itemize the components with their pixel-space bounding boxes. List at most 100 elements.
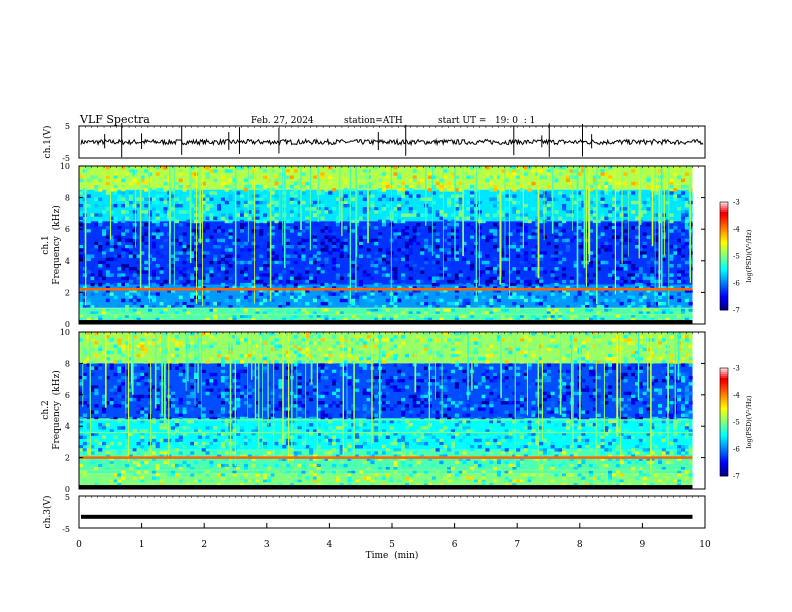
spectrogram-cell <box>600 232 605 236</box>
spectrogram-cell <box>619 301 624 306</box>
spectrogram-cell <box>508 282 513 287</box>
spectrogram-cell <box>374 308 379 312</box>
spectrogram-cell <box>546 410 551 414</box>
spectrogram-cell <box>324 404 329 408</box>
spectrogram-cell <box>305 382 310 386</box>
spectrogram-cell <box>213 311 218 315</box>
spectrogram-cell <box>378 432 383 436</box>
spectrogram-cell <box>635 372 640 377</box>
spectrogram-cell <box>493 397 498 402</box>
spectrogram-cell <box>205 344 210 348</box>
spectrogram-cell <box>125 308 130 312</box>
spectrogram-cell <box>569 185 574 189</box>
spectrogram-cell <box>470 191 475 195</box>
spectrogram-cell <box>623 419 628 424</box>
spectrogram-cell <box>546 401 551 405</box>
spectrogram-cell <box>182 354 187 358</box>
spectrogram-cell <box>209 426 214 430</box>
spectrogram-cell <box>86 335 91 339</box>
spectrogram-cell <box>681 379 686 383</box>
spectrogram-cell <box>351 372 356 377</box>
spectrogram-cell <box>596 194 601 198</box>
spectrogram-cell <box>358 226 363 230</box>
spectrogram-cell <box>171 254 176 258</box>
spectrogram-cell <box>102 354 107 358</box>
spectrogram-cell <box>450 172 455 176</box>
spectrogram-cell <box>397 369 402 374</box>
spectrogram-cell <box>309 273 314 277</box>
spectrogram-cell <box>243 178 248 183</box>
spectrogram-cell <box>508 366 513 370</box>
spectrogram-cell <box>581 241 586 246</box>
spectrogram-cell <box>209 169 214 173</box>
spectrogram-cell <box>293 298 298 303</box>
spectrogram-cell <box>155 166 160 170</box>
spectrogram-cell <box>416 379 421 383</box>
spectrogram-cell <box>565 213 570 217</box>
spectrogram-cell <box>98 273 103 277</box>
spectrogram-cell <box>236 338 241 342</box>
spectrogram-cell <box>109 416 114 421</box>
spectrogram-cell <box>638 438 643 443</box>
spectrogram-cell <box>144 222 149 227</box>
spectrogram-cell <box>531 264 536 268</box>
spectrogram-cell <box>186 279 191 284</box>
spectrogram-cell <box>355 295 360 300</box>
spectrogram-cell <box>312 388 317 392</box>
spectrogram-cell <box>650 311 655 315</box>
spectrogram-cell <box>297 295 302 300</box>
spectrogram-cell <box>178 229 183 233</box>
spectrogram-cell <box>190 363 195 367</box>
spectrogram-cell <box>144 260 149 265</box>
spectrogram-cell <box>358 245 363 249</box>
spectrogram-cell <box>615 276 620 281</box>
spectrogram-cell <box>589 292 594 296</box>
spectrogram-cell <box>335 222 340 227</box>
spectrogram-cell <box>447 203 452 208</box>
spectrogram-cell <box>615 181 620 186</box>
spectrogram-cell <box>255 172 260 176</box>
spectrogram-cell <box>585 289 590 293</box>
spectrogram-cell <box>278 350 283 355</box>
spectrogram-cell <box>178 295 183 300</box>
spectrogram-cell <box>512 229 517 233</box>
spectrogram-cell <box>324 248 329 252</box>
spectrogram-cell <box>140 260 145 265</box>
spectrogram-cell <box>102 203 107 208</box>
colorbar-segment <box>720 300 728 303</box>
spectrogram-cell <box>205 360 210 364</box>
spectrogram-cell <box>381 332 386 336</box>
spectrogram-cell <box>320 229 325 233</box>
spectrogram-cell <box>113 404 118 408</box>
spectrogram-cell <box>236 200 241 205</box>
spectrogram-cell <box>516 308 521 312</box>
spectrogram-cell <box>274 203 279 208</box>
spectrogram-cell <box>201 407 206 411</box>
spectrogram-cell <box>439 166 444 170</box>
spectrogram-cell <box>94 376 99 380</box>
spectrogram-cell <box>86 178 91 183</box>
spectrogram-cell <box>385 298 390 303</box>
spectrogram-cell <box>182 426 187 430</box>
spectrogram-cell <box>347 376 352 380</box>
spectrogram-cell <box>431 276 436 281</box>
spectrogram-cell <box>178 397 183 402</box>
spectrogram-cell <box>374 210 379 214</box>
spectrogram-cell <box>79 376 84 380</box>
spectrogram-cell <box>113 175 118 179</box>
spectrogram-cell <box>393 219 398 224</box>
spectrogram-cell <box>416 311 421 315</box>
spectrogram-cell <box>98 219 103 224</box>
spectrogram-cell <box>512 194 517 198</box>
spectrogram-cell <box>646 207 651 211</box>
spectrogram-cell <box>612 363 617 367</box>
spectrogram-cell <box>496 276 501 281</box>
spectrogram-cell <box>182 188 187 192</box>
spectrogram-cell <box>339 344 344 348</box>
spectrogram-cell <box>531 295 536 300</box>
spectrogram-cell <box>171 432 176 436</box>
spectrogram-cell <box>213 238 218 243</box>
spectrogram-cell <box>684 298 689 303</box>
spectrogram-cell <box>462 248 467 252</box>
